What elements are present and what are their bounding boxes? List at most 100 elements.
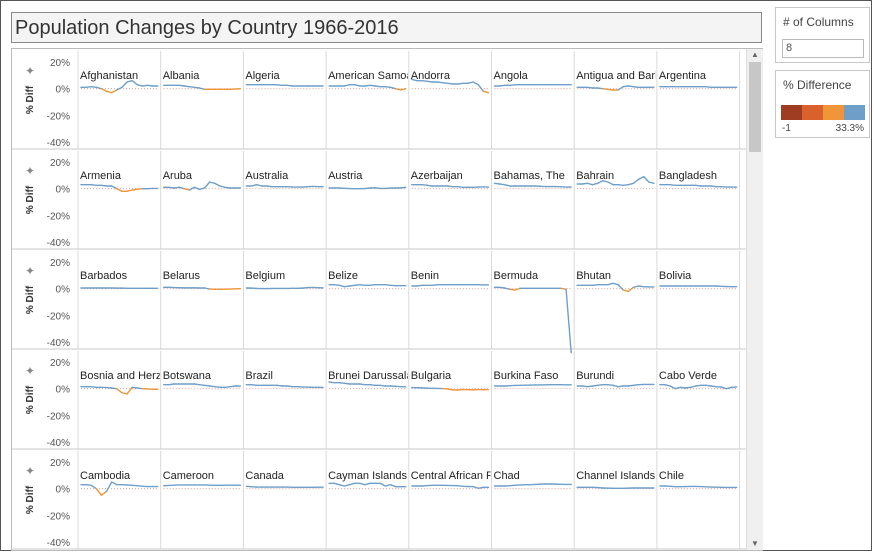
vertical-scrollbar[interactable]: ▲ ▼ bbox=[746, 49, 763, 550]
series-line-segment bbox=[328, 381, 335, 384]
scroll-down-icon[interactable]: ▼ bbox=[751, 539, 759, 548]
series-line-segment bbox=[669, 385, 676, 390]
series-line-segment bbox=[705, 384, 712, 387]
country-label: Cambodia bbox=[80, 470, 131, 482]
series-line-segment bbox=[121, 81, 128, 89]
series-line-segment bbox=[379, 482, 387, 487]
series-line-segment bbox=[338, 284, 346, 288]
series-line-segment bbox=[359, 283, 366, 287]
country-panel[interactable]: Belgium bbox=[245, 270, 324, 290]
country-panel[interactable]: Belize bbox=[328, 270, 407, 290]
small-multiples-area[interactable]: 20% 0% -20% -40% % Diff ✦ 20% 0% -20% -40% % Diff ✦… bbox=[11, 48, 763, 551]
series-line-segment bbox=[596, 383, 604, 387]
country-panel[interactable]: Argentina bbox=[659, 70, 738, 90]
country-panel[interactable]: Channel Islands bbox=[576, 470, 656, 490]
series-line-segment bbox=[498, 84, 506, 87]
country-panel[interactable]: Chile bbox=[659, 470, 738, 490]
series-line-segment bbox=[348, 482, 356, 486]
series-line-segment bbox=[214, 385, 221, 389]
series-line-segment bbox=[509, 288, 516, 291]
country-panel[interactable]: Barbados bbox=[80, 270, 159, 290]
series-line-segment bbox=[338, 483, 346, 487]
series-line-segment bbox=[477, 83, 485, 93]
legend-color-ramp[interactable] bbox=[781, 105, 865, 120]
legend-swatch-2[interactable] bbox=[802, 105, 823, 120]
legend-swatch-3[interactable] bbox=[823, 105, 844, 120]
series-line-segment bbox=[426, 184, 433, 187]
series-line-segment bbox=[229, 385, 236, 388]
series-line-segment bbox=[100, 87, 108, 93]
series-line-segment bbox=[689, 385, 697, 389]
series-line-segment bbox=[694, 384, 702, 387]
country-panel[interactable]: Bolivia bbox=[659, 270, 738, 290]
pin-icon[interactable]: ✦ bbox=[25, 164, 35, 178]
series-line-segment bbox=[632, 178, 640, 185]
country-label: Andorra bbox=[411, 70, 451, 82]
scroll-up-icon[interactable]: ▲ bbox=[751, 50, 759, 59]
country-panel[interactable]: Armenia bbox=[80, 170, 159, 193]
y-tick-label: -20% bbox=[47, 411, 70, 422]
pin-icon[interactable]: ✦ bbox=[25, 464, 35, 478]
y-tick-label: -40% bbox=[47, 438, 70, 449]
y-tick-label: -20% bbox=[47, 111, 70, 122]
series-line-segment bbox=[674, 386, 682, 390]
series-line-segment bbox=[131, 386, 138, 389]
pin-icon[interactable]: ✦ bbox=[25, 264, 35, 278]
country-panel[interactable]: Cabo Verde bbox=[659, 370, 738, 390]
country-panel[interactable]: Burundi bbox=[576, 370, 655, 390]
series-line-segment bbox=[421, 183, 428, 187]
country-panel[interactable]: Bahamas, The bbox=[494, 170, 572, 190]
pin-icon[interactable]: ✦ bbox=[25, 364, 35, 378]
country-panel[interactable]: Australia bbox=[245, 170, 324, 190]
country-panel[interactable]: Brunei Darussalam bbox=[328, 370, 422, 390]
legend-swatch-4[interactable] bbox=[844, 105, 865, 120]
country-panel[interactable]: Algeria bbox=[245, 70, 324, 90]
country-panel[interactable]: Antigua and Barbuda bbox=[576, 70, 680, 91]
series-line-segment bbox=[136, 387, 144, 390]
series-line-segment bbox=[607, 181, 614, 186]
scroll-thumb[interactable] bbox=[749, 62, 761, 152]
country-panel[interactable]: Albania bbox=[163, 70, 242, 91]
country-panel[interactable]: Bulgaria bbox=[411, 370, 490, 391]
country-panel[interactable]: Benin bbox=[411, 270, 490, 290]
country-panel[interactable]: Burkina Faso bbox=[494, 370, 572, 390]
series-line-segment bbox=[95, 86, 103, 90]
series-line-segment bbox=[627, 286, 635, 293]
country-panel[interactable]: Canada bbox=[245, 470, 324, 490]
series-line-segment bbox=[664, 383, 671, 387]
country-panel[interactable]: Afghanistan bbox=[80, 70, 159, 94]
country-label: Central African Republic bbox=[411, 470, 530, 482]
series-line-segment bbox=[198, 87, 206, 91]
country-panel[interactable]: Azerbaijan bbox=[411, 170, 490, 190]
country-label: Bermuda bbox=[494, 270, 540, 282]
series-line-segment bbox=[498, 286, 506, 289]
country-panel[interactable]: Cameroon bbox=[163, 470, 242, 490]
columns-input[interactable]: 8 bbox=[782, 39, 864, 58]
country-panel[interactable]: Belarus bbox=[163, 270, 242, 291]
series-line-segment bbox=[90, 484, 98, 490]
country-panel[interactable]: Cayman Islands bbox=[328, 470, 407, 490]
y-axis-label: % Diff bbox=[25, 385, 36, 414]
country-panel[interactable]: Austria bbox=[328, 170, 407, 190]
legend-swatch-1[interactable] bbox=[781, 105, 802, 120]
y-tick-label: -20% bbox=[47, 311, 70, 322]
country-panel[interactable]: Cambodia bbox=[80, 470, 159, 497]
country-panel[interactable]: Bangladesh bbox=[659, 170, 738, 190]
country-panel[interactable]: Chad bbox=[494, 470, 572, 490]
country-panel[interactable]: Angola bbox=[494, 70, 572, 90]
series-line-segment bbox=[126, 79, 133, 83]
series-line-segment bbox=[374, 85, 381, 88]
country-panel[interactable]: Brazil bbox=[245, 370, 324, 390]
country-panel[interactable]: Bahrain bbox=[576, 170, 655, 190]
country-panel[interactable]: Botswana bbox=[163, 370, 242, 390]
pin-icon[interactable]: ✦ bbox=[25, 64, 35, 78]
country-label: Austria bbox=[328, 170, 363, 182]
country-panel[interactable]: Central African Republic bbox=[411, 470, 530, 490]
country-panel[interactable]: Andorra bbox=[411, 70, 490, 94]
country-panel[interactable]: Aruba bbox=[163, 170, 242, 191]
country-panel[interactable]: Bermuda bbox=[494, 270, 572, 354]
series-line-segment bbox=[457, 485, 464, 487]
country-panel[interactable]: Bhutan bbox=[576, 270, 655, 293]
country-panel[interactable]: Bosnia and Herzegovina bbox=[80, 370, 201, 395]
country-panel[interactable]: American Samoa bbox=[328, 70, 413, 91]
